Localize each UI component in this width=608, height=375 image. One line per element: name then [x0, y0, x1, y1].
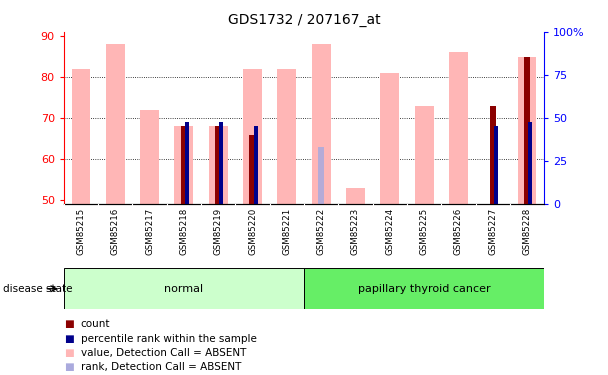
- Text: GSM85223: GSM85223: [351, 208, 360, 255]
- Bar: [415, 106, 434, 204]
- Bar: [243, 69, 262, 204]
- Bar: [72, 69, 91, 204]
- Text: GSM85222: GSM85222: [317, 208, 326, 255]
- Bar: [381, 73, 399, 204]
- Bar: [318, 147, 324, 204]
- Text: GSM85220: GSM85220: [248, 208, 257, 255]
- Text: GSM85227: GSM85227: [488, 208, 497, 255]
- Text: GSM85228: GSM85228: [522, 208, 531, 255]
- Bar: [277, 69, 296, 204]
- Bar: [215, 126, 221, 204]
- Bar: [346, 188, 365, 204]
- Text: ■: ■: [64, 362, 74, 372]
- Text: GSM85216: GSM85216: [111, 208, 120, 255]
- Text: ■: ■: [64, 320, 74, 329]
- Text: rank, Detection Call = ABSENT: rank, Detection Call = ABSENT: [81, 362, 241, 372]
- Bar: [185, 122, 189, 204]
- Bar: [181, 126, 187, 204]
- Bar: [489, 106, 496, 204]
- Bar: [494, 126, 498, 204]
- Text: disease state: disease state: [3, 284, 72, 294]
- Text: GSM85219: GSM85219: [214, 208, 223, 255]
- Bar: [254, 126, 258, 204]
- Bar: [312, 44, 331, 204]
- Text: GSM85225: GSM85225: [420, 208, 429, 255]
- FancyBboxPatch shape: [64, 268, 304, 309]
- Text: papillary thyroid cancer: papillary thyroid cancer: [358, 284, 491, 294]
- Bar: [219, 122, 223, 204]
- Bar: [174, 126, 193, 204]
- Bar: [528, 122, 532, 204]
- Text: ■: ■: [64, 334, 74, 344]
- Bar: [517, 57, 536, 204]
- Text: ■: ■: [64, 348, 74, 358]
- FancyBboxPatch shape: [304, 268, 544, 309]
- Text: GDS1732 / 207167_at: GDS1732 / 207167_at: [227, 13, 381, 27]
- Text: percentile rank within the sample: percentile rank within the sample: [81, 334, 257, 344]
- Bar: [140, 110, 159, 204]
- Bar: [209, 126, 227, 204]
- Text: value, Detection Call = ABSENT: value, Detection Call = ABSENT: [81, 348, 246, 358]
- Text: count: count: [81, 320, 111, 329]
- Text: GSM85217: GSM85217: [145, 208, 154, 255]
- Text: GSM85226: GSM85226: [454, 208, 463, 255]
- Text: normal: normal: [164, 284, 204, 294]
- Text: GSM85221: GSM85221: [282, 208, 291, 255]
- Bar: [524, 57, 530, 204]
- Text: GSM85224: GSM85224: [385, 208, 394, 255]
- Text: GSM85218: GSM85218: [179, 208, 188, 255]
- Text: GSM85215: GSM85215: [77, 208, 86, 255]
- Bar: [249, 135, 255, 204]
- Bar: [449, 53, 468, 204]
- Bar: [106, 44, 125, 204]
